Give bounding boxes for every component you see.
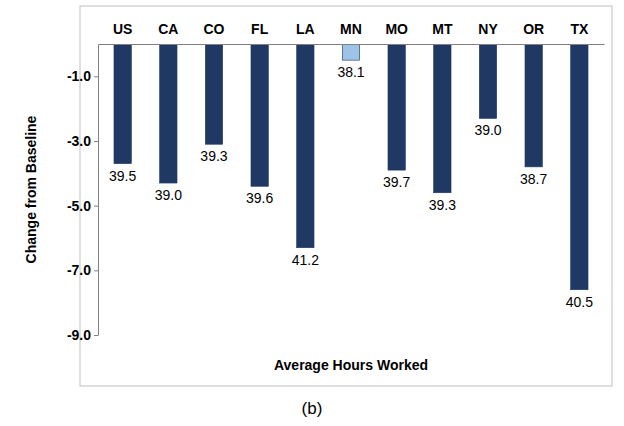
y-tick-label: -5.0	[67, 198, 91, 214]
bar	[160, 44, 177, 183]
x-tick: MO	[385, 21, 408, 44]
x-axis-title: Average Hours Worked	[274, 357, 428, 373]
bar	[297, 44, 314, 248]
x-tick: FL	[251, 21, 269, 44]
bar	[388, 44, 405, 170]
x-tick-label: TX	[570, 21, 589, 37]
x-tick: NY	[478, 21, 498, 44]
y-tick-mark	[94, 76, 98, 77]
hours-label: 40.5	[566, 294, 593, 310]
hours-label: 39.3	[200, 148, 227, 164]
bar	[571, 44, 588, 290]
x-tick-label: OR	[523, 21, 544, 37]
bar	[342, 44, 359, 60]
y-tick-mark	[94, 335, 98, 336]
x-tick-label: NY	[478, 21, 498, 37]
x-tick: CO	[203, 21, 224, 44]
x-tick-label: US	[113, 21, 132, 37]
hours-label: 39.7	[383, 174, 410, 190]
y-axis: -1.0 -3.0 -5.0 -7.0 -9.0	[67, 45, 99, 343]
y-tick-label: -1.0	[67, 68, 91, 84]
bar	[479, 44, 496, 118]
hours-label: 38.7	[520, 171, 547, 187]
y-tick: -5.0	[67, 198, 98, 214]
x-tick-label: MT	[432, 21, 453, 37]
x-tick: MT	[432, 21, 453, 44]
y-tick-label: -9.0	[67, 327, 91, 343]
bar	[434, 44, 451, 193]
hours-label: 39.3	[429, 197, 456, 213]
x-tick: US	[113, 21, 132, 44]
y-tick: -7.0	[67, 262, 98, 278]
x-tick-label: LA	[296, 21, 315, 37]
bar	[525, 44, 542, 167]
y-axis-line	[98, 45, 99, 336]
x-tick-label: FL	[251, 21, 269, 37]
x-tick: MN	[340, 21, 362, 44]
x-tick: OR	[523, 21, 544, 44]
caption: (b)	[302, 399, 323, 418]
y-tick-mark	[94, 270, 98, 271]
y-tick: -3.0	[67, 133, 98, 149]
y-tick-mark	[94, 141, 98, 142]
y-axis-title: Change from Baseline	[23, 115, 39, 263]
hours-labels: 39.5 39.0 39.3 39.6 41.2 38.1 39.7 39.3 39.0 38.7…	[109, 64, 593, 310]
hours-label: 38.1	[337, 64, 364, 80]
bars	[114, 44, 588, 290]
hours-label: 39.0	[474, 122, 501, 138]
x-tick-label: CO	[203, 21, 224, 37]
y-tick: -1.0	[67, 68, 98, 84]
x-axis-line	[99, 44, 605, 45]
hours-label: 39.5	[109, 168, 136, 184]
x-tick: CA	[158, 21, 178, 44]
hours-label: 39.0	[155, 187, 182, 203]
y-tick-mark	[94, 206, 98, 207]
chart-frame	[80, 6, 612, 386]
y-tick: -9.0	[67, 327, 98, 343]
bar	[205, 44, 222, 144]
x-axis: US CA CO FL LA MN MO MT NY OR TX	[99, 21, 605, 45]
y-tick-label: -7.0	[67, 262, 91, 278]
x-tick: TX	[570, 21, 589, 44]
y-tick-label: -3.0	[67, 133, 91, 149]
bar	[114, 44, 131, 164]
x-tick-label: MN	[340, 21, 362, 37]
hours-label: 41.2	[292, 252, 319, 268]
x-tick-label: MO	[385, 21, 408, 37]
hours-label: 39.6	[246, 190, 273, 206]
chart: -1.0 -3.0 -5.0 -7.0 -9.0 US CA CO FL LA MN MO MT NY OR…	[0, 0, 624, 426]
bar	[251, 44, 268, 186]
x-tick-label: CA	[158, 21, 178, 37]
x-tick: LA	[296, 21, 315, 44]
